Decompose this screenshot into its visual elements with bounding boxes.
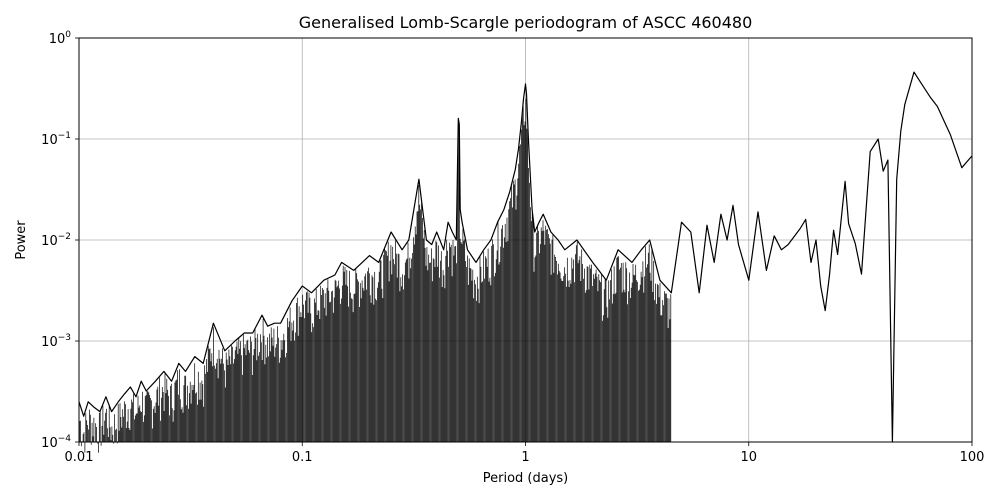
chart-title: Generalised Lomb-Scargle periodogram of … [299,13,753,32]
noise-strokes [79,98,672,453]
y-tick-label: 100 [49,30,72,47]
x-tick-label: 0.1 [292,450,313,465]
y-tick-label: 10−4 [41,434,71,451]
y-tick-label: 10−2 [41,232,71,249]
y-axis-label: Power [14,220,29,260]
y-tick-label: 10−3 [41,333,71,350]
y-tick-label: 10−1 [41,131,71,148]
x-tick-label: 10 [740,450,757,465]
x-tick-label: 0.01 [65,450,94,465]
periodogram-line [78,71,973,443]
x-tick-label: 100 [960,450,985,465]
x-axis-ticks: 0.01 0.1 1 10 100 [65,442,985,465]
x-tick-label: 1 [521,450,529,465]
y-axis-ticks: 10−4 10−3 10−2 10−1 100 [41,30,79,451]
x-axis-label: Period (days) [483,471,569,486]
periodogram-noise-band [79,98,672,453]
